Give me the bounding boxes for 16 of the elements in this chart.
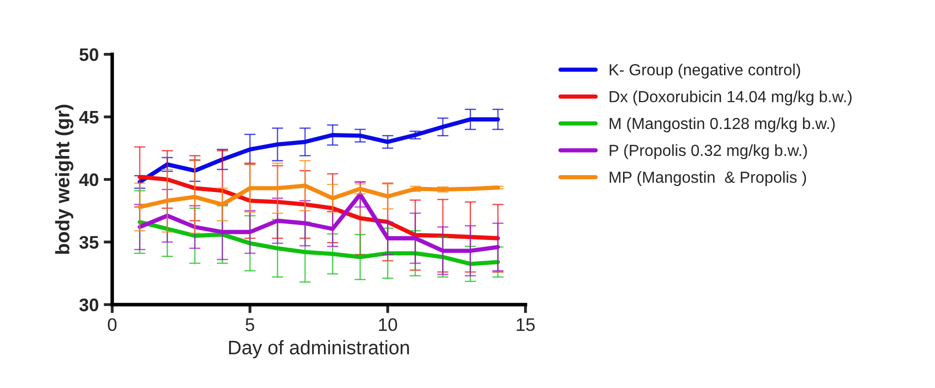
y-tick-label: 35 [79,236,99,249]
y-tick-label: 40 [79,173,98,186]
legend-label: K- Group (negative control) [610,64,800,79]
legend-label: P (Propolis 0.32 mg/kg b.w.) [610,144,807,160]
y-tick-label: 50 [79,48,98,62]
legend-label: MP (Mangostin & Propolis ) [610,171,806,186]
legend-label: M (Mangostin 0.128 mg/kg b.w.) [610,117,835,132]
x-tick-label: 5 [246,318,254,332]
x-tick-label: 10 [379,318,398,332]
y-axis-title: body weight (gr) [55,104,74,254]
x-axis-title: Day of administration [229,340,409,358]
x-tick-label: 0 [108,318,117,332]
y-tick-label: 45 [79,111,99,124]
legend-label: Dx (Doxorubicin 14.04 mg/kg b.w.) [610,90,852,106]
x-tick-label: 15 [516,318,535,332]
y-tick-label: 30 [79,298,98,312]
